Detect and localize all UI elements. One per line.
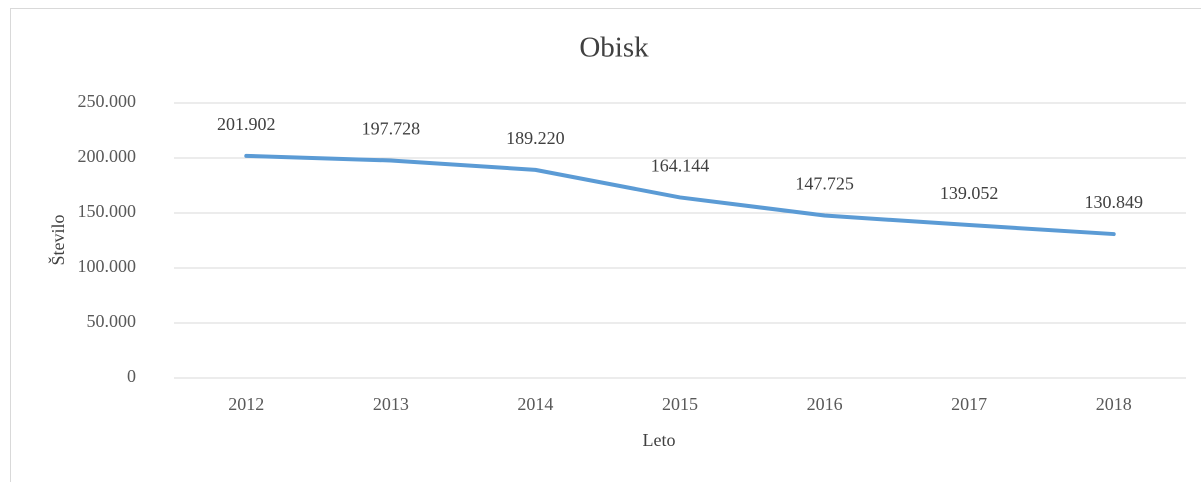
y-tick-label: 200.000 <box>78 146 137 166</box>
y-tick-label: 150.000 <box>78 201 137 221</box>
y-tick-label: 0 <box>127 366 136 386</box>
x-tick-label: 2012 <box>228 394 264 414</box>
chart-border <box>10 8 1201 482</box>
y-axis-title: Število <box>47 214 68 265</box>
x-axis-title: Leto <box>643 430 676 450</box>
y-tick-label: 50.000 <box>87 311 137 331</box>
x-tick-label: 2015 <box>662 394 698 414</box>
chart-title: Obisk <box>579 32 649 64</box>
data-label: 147.725 <box>795 174 854 194</box>
data-label: 139.052 <box>940 183 999 203</box>
x-tick-label: 2018 <box>1096 394 1132 414</box>
x-tick-label: 2013 <box>373 394 409 414</box>
data-label: 201.902 <box>217 114 276 134</box>
data-label: 164.144 <box>651 156 710 176</box>
data-label: 130.849 <box>1084 192 1143 212</box>
data-line <box>244 153 1116 237</box>
x-tick-label: 2016 <box>807 394 843 414</box>
x-tick-label: 2017 <box>951 394 987 414</box>
x-tick-label: 2014 <box>517 394 553 414</box>
data-label: 197.728 <box>362 119 421 139</box>
data-label: 189.220 <box>506 128 565 148</box>
y-tick-label: 100.000 <box>78 256 137 276</box>
y-tick-label: 250.000 <box>78 91 137 111</box>
